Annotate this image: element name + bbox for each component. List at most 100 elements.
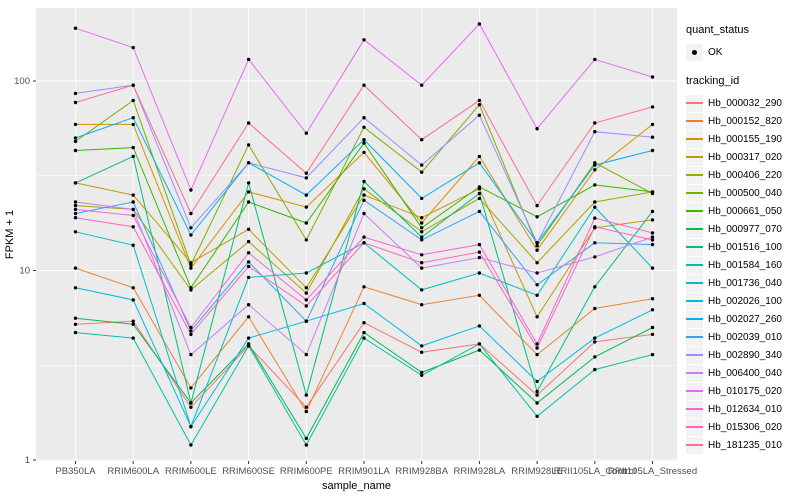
legend-item-Hb_001516_100[interactable]: Hb_001516_100 [686,238,798,256]
data-point [304,291,308,295]
data-point [189,332,193,337]
data-point [650,325,655,330]
legend-color-line [686,372,703,374]
data-point [420,350,424,354]
data-point [362,141,366,145]
legend-item-Hb_181235_010[interactable]: Hb_181235_010 [686,436,798,454]
data-point [246,143,251,147]
data-point [593,306,597,311]
data-point [189,233,193,237]
data-point [477,255,482,260]
data-point [593,367,597,372]
data-point [362,116,366,120]
data-point [73,207,78,212]
legend-key-box [686,148,703,166]
legend-item-Hb_006400_040[interactable]: Hb_006400_040 [686,364,798,382]
data-point [189,226,193,230]
data-point [593,241,597,245]
legend-color-line [686,138,703,140]
data-point [304,352,308,357]
data-point [650,122,655,127]
legend-item-Hb_000406_220[interactable]: Hb_000406_220 [686,166,798,184]
legend-key-box [686,436,703,454]
legend-item-Hb_000032_290[interactable]: Hb_000032_290 [686,94,798,112]
legend-item-Hb_010175_020[interactable]: Hb_010175_020 [686,382,798,400]
legend-item-Hb_000500_040[interactable]: Hb_000500_040 [686,184,798,202]
data-point [246,344,251,348]
data-point [535,244,539,248]
data-point [420,344,424,348]
data-point [73,286,78,290]
data-point [362,321,366,325]
data-point [246,200,251,204]
data-point [420,170,424,174]
legend-key-box [686,184,703,202]
data-point [535,346,539,350]
x-tick-label: RRIM600LA [107,466,159,477]
legend-item-Hb_002890_340[interactable]: Hb_002890_340 [686,346,798,364]
data-point [650,308,655,312]
legend-item-Hb_001736_040[interactable]: Hb_001736_040 [686,274,798,292]
data-point [304,436,308,441]
legend-item-label: Hb_002026_100 [708,295,782,307]
data-point [593,285,597,289]
data-point [362,179,366,184]
legend-item-Hb_015306_020[interactable]: Hb_015306_020 [686,418,798,436]
data-point [304,405,308,409]
legend-key-box [686,238,703,256]
data-point [477,242,482,247]
data-point [73,200,78,204]
data-point [593,205,597,209]
legend-item-Hb_000155_190[interactable]: Hb_000155_190 [686,130,798,148]
legend-item-label: Hb_010175_020 [708,385,782,397]
legend-item-Hb_001584_160[interactable]: Hb_001584_160 [686,256,798,274]
data-point [650,266,655,270]
data-point [420,288,424,292]
data-point [535,352,539,357]
legend-item-Hb_002026_100[interactable]: Hb_002026_100 [686,292,798,310]
x-tick-label: RRIM928BA [395,466,448,477]
legend-item-Hb_000661_050[interactable]: Hb_000661_050 [686,202,798,220]
data-point [362,38,366,42]
data-point [420,373,424,377]
legend-color-line [686,408,703,410]
data-point [73,322,78,326]
data-point [650,352,655,357]
legend-key-box [686,43,703,61]
legend-color-line [686,192,703,194]
legend-item-label: Hb_181235_010 [708,439,782,451]
legend-color-line [686,174,703,176]
legend-item-Hb_000152_820[interactable]: Hb_000152_820 [686,112,798,130]
legend-item-Hb_000317_020[interactable]: Hb_000317_020 [686,148,798,166]
data-point [593,336,597,340]
data-point [73,316,78,320]
data-point [650,218,655,222]
legend-item-Hb_002027_260[interactable]: Hb_002027_260 [686,310,798,328]
data-point [362,301,366,306]
data-point [131,193,135,197]
data-point [535,393,539,397]
data-point [477,191,482,196]
data-point [477,271,482,275]
legend-item-label: Hb_000032_290 [708,97,782,109]
data-point [650,105,655,109]
legend-item-Hb_012634_010[interactable]: Hb_012634_010 [686,400,798,418]
data-point [650,332,655,337]
data-point [362,330,366,335]
data-point [304,319,308,323]
data-point [246,303,251,307]
legend-item-ok[interactable]: OK [686,43,798,61]
legend-item-label: Hb_001584_160 [708,259,782,271]
legend-item-Hb_002039_010[interactable]: Hb_002039_010 [686,328,798,346]
legend-item-label: Hb_000661_050 [708,205,782,217]
data-point [362,125,366,129]
data-point [362,211,366,216]
data-point [73,91,78,96]
legend-item-Hb_000977_070[interactable]: Hb_000977_070 [686,220,798,238]
data-point [304,221,308,225]
data-point [362,150,366,155]
data-point [535,215,539,219]
data-point [131,207,135,212]
